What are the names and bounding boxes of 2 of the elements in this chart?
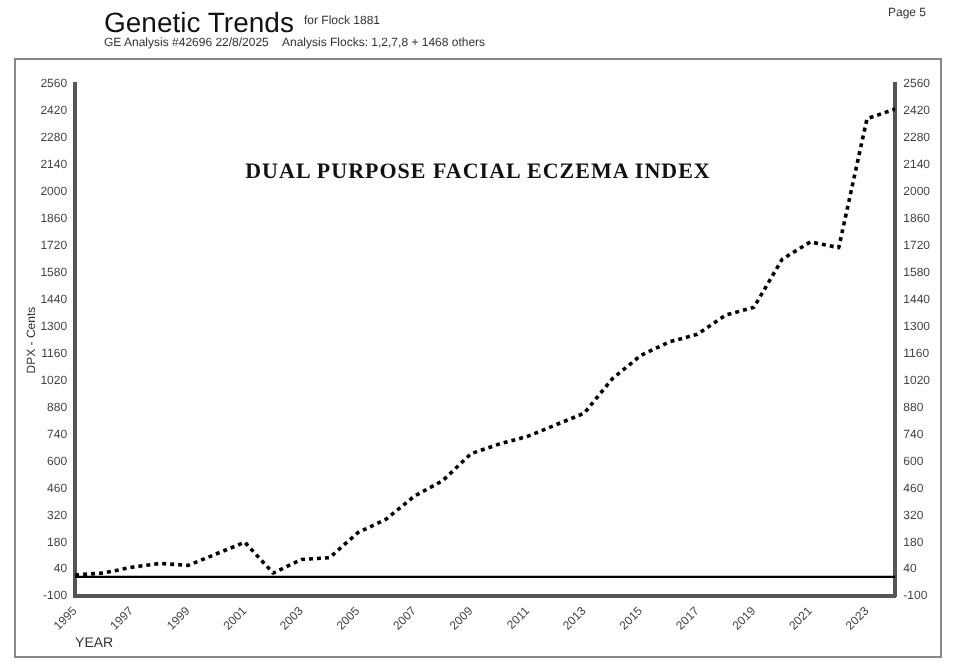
text: DUAL PURPOSE FACIAL ECZEMA INDEX — [245, 160, 711, 184]
text: Genetic Trends — [104, 6, 294, 38]
